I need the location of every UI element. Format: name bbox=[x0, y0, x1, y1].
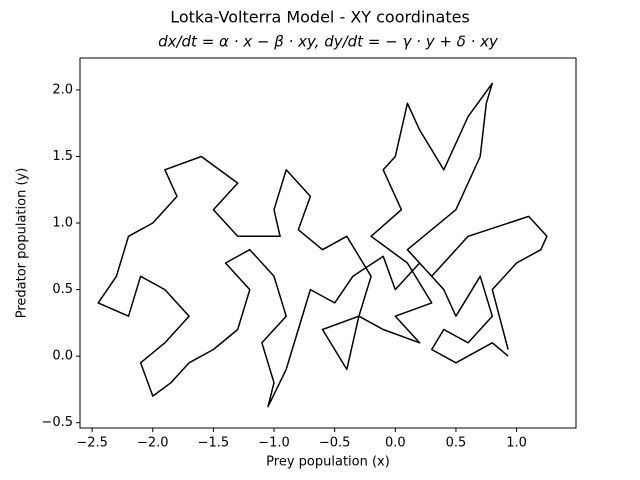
x-tick-label: −0.5 bbox=[319, 436, 351, 451]
x-tick-label: 0.0 bbox=[385, 436, 406, 451]
y-tick-label: 2.0 bbox=[52, 82, 73, 97]
y-axis-label: Predator population (y) bbox=[15, 168, 30, 319]
y-tick-label: 1.5 bbox=[52, 149, 73, 164]
x-tick-label: −2.0 bbox=[137, 436, 169, 451]
trajectory-line bbox=[97, 82, 548, 408]
y-tick-label: 0.5 bbox=[52, 282, 73, 297]
plot-frame bbox=[79, 57, 577, 429]
x-tick-label: −2.5 bbox=[76, 436, 108, 451]
x-tick-label: 1.0 bbox=[506, 436, 527, 451]
chart-subtitle: dx/dt = α · x − β · xy, dy/dt = − γ · y … bbox=[158, 33, 499, 51]
y-tick-label: 1.0 bbox=[52, 216, 73, 231]
x-axis-label: Prey population (x) bbox=[266, 455, 390, 470]
chart-title: Lotka-Volterra Model - XY coordinates bbox=[170, 8, 470, 27]
y-tick-label: −0.5 bbox=[41, 415, 73, 430]
y-tick-label: 0.0 bbox=[52, 349, 73, 364]
x-tick-label: −1.5 bbox=[198, 436, 230, 451]
x-tick-label: 0.5 bbox=[446, 436, 467, 451]
x-tick-label: −1.0 bbox=[258, 436, 290, 451]
